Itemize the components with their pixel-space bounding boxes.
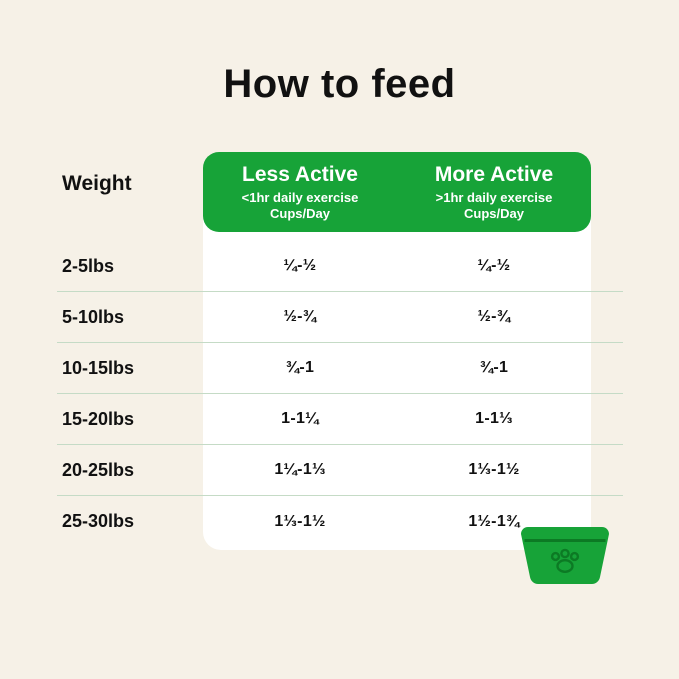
column-header-more-active: More Active >1hr daily exercise Cups/Day (397, 152, 591, 232)
weight-label: 20-25lbs (62, 459, 135, 480)
weight-label: 5-10lbs (62, 306, 125, 327)
less-active-label: Less Active (242, 162, 358, 186)
weight-label: 10-15lbs (62, 357, 135, 378)
table-row: 25-30lbs 1⅓-1½ 1½-1¾ (57, 496, 623, 547)
less-active-value: 1-1¼ (281, 410, 319, 427)
bowl-shape (521, 527, 609, 584)
more-active-value: ¼-½ (477, 257, 511, 274)
weight-label: 25-30lbs (62, 511, 135, 531)
more-active-value: 1⅓-1½ (468, 461, 520, 478)
feeding-table-rows: 2-5lbs ¼-½ ¼-½ 5-10lbs ½-¾ ½-¾ 10-15lbs … (57, 241, 623, 547)
less-active-value: ¾-1 (285, 359, 315, 376)
table-row: 20-25lbs 1¼-1⅓ 1⅓-1½ (57, 445, 623, 496)
table-row: 10-15lbs ¾-1 ¾-1 (57, 343, 623, 394)
dog-bowl-icon (516, 527, 614, 585)
weight-label: 15-20lbs (62, 408, 135, 429)
weight-label: 2-5lbs (62, 255, 115, 276)
less-active-value: ½-¾ (283, 308, 317, 325)
more-active-unit: Cups/Day (464, 206, 524, 222)
more-active-value: 1½-1¾ (468, 512, 520, 530)
less-active-unit: Cups/Day (270, 206, 330, 222)
weight-column-header: Weight (62, 172, 132, 195)
less-active-subtitle: <1hr daily exercise (241, 189, 359, 205)
less-active-value: 1¼-1⅓ (274, 461, 326, 478)
column-header-less-active: Less Active <1hr daily exercise Cups/Day (203, 152, 397, 232)
more-active-value: 1-1⅓ (475, 410, 513, 427)
more-active-value: ½-¾ (477, 308, 511, 325)
paw-print-icon (550, 548, 580, 574)
more-active-value: ¾-1 (479, 359, 509, 376)
less-active-value: ¼-½ (283, 257, 317, 274)
table-row: 2-5lbs ¼-½ ¼-½ (57, 241, 623, 292)
table-row: 5-10lbs ½-¾ ½-¾ (57, 292, 623, 343)
more-active-subtitle: >1hr daily exercise (435, 189, 553, 205)
table-row: 15-20lbs 1-1¼ 1-1⅓ (57, 394, 623, 445)
more-active-label: More Active (434, 162, 554, 186)
table-header: Less Active <1hr daily exercise Cups/Day… (203, 152, 591, 232)
page-title: How to feed (223, 62, 456, 106)
less-active-value: 1⅓-1½ (274, 512, 326, 530)
